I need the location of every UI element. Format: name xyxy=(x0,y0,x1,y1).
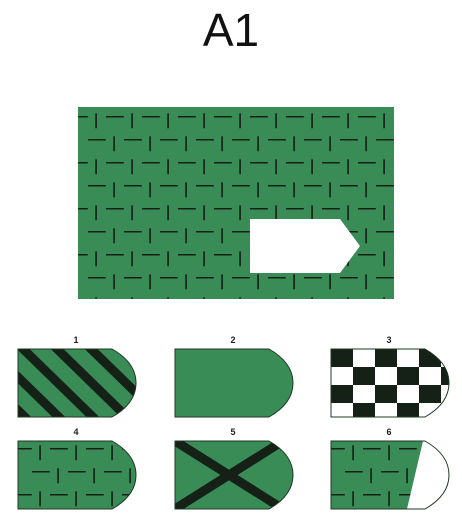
checker-cell xyxy=(397,385,419,403)
option-outline xyxy=(174,440,294,510)
option-outline xyxy=(330,348,450,418)
checker-cell xyxy=(397,349,419,367)
checker-cell xyxy=(375,403,397,417)
diagonal-stripe xyxy=(18,349,68,417)
checker-cell xyxy=(397,367,419,385)
checker-cell xyxy=(419,403,441,417)
checker-cell xyxy=(331,385,353,403)
diagonal-stripe xyxy=(82,349,136,417)
pattern-board xyxy=(78,107,394,299)
checker-cell xyxy=(441,349,449,367)
option-pattern xyxy=(331,441,449,509)
option-number-label: 2 xyxy=(230,335,235,345)
checker-cell xyxy=(441,403,449,417)
checker-cell xyxy=(353,385,375,403)
checker-cell xyxy=(331,349,353,367)
checker-cell xyxy=(353,403,375,417)
checker-cell xyxy=(353,349,375,367)
checker-cell xyxy=(397,403,419,417)
option-pattern xyxy=(175,349,293,417)
option-number-label: 4 xyxy=(73,427,78,437)
answer-option-5[interactable]: 5 xyxy=(174,427,294,510)
checker-cell xyxy=(375,349,397,367)
option-number-label: 6 xyxy=(386,427,391,437)
cross-stroke xyxy=(175,441,286,509)
option-pattern xyxy=(331,349,449,417)
checker-cell xyxy=(353,367,375,385)
option-number-label: 3 xyxy=(386,335,391,345)
option-number-label: 5 xyxy=(230,427,235,437)
checker-cell xyxy=(375,385,397,403)
checker-cell xyxy=(331,403,353,417)
option-outline xyxy=(17,440,137,510)
answer-option-3[interactable]: 3 xyxy=(330,335,462,421)
answer-option-2[interactable]: 2 xyxy=(174,335,294,418)
board-background xyxy=(78,107,394,299)
checker-cell xyxy=(441,367,449,385)
puzzle-title: A1 xyxy=(202,4,260,56)
checker-cell xyxy=(441,385,449,403)
option-outline xyxy=(174,348,294,418)
option-number-label: 1 xyxy=(73,335,78,345)
diagonal-stripe xyxy=(18,349,102,417)
answer-option-4[interactable]: 4 xyxy=(14,427,202,521)
option-pattern xyxy=(18,441,136,509)
option-outline xyxy=(17,348,137,418)
option-outline xyxy=(330,440,450,510)
option-pattern xyxy=(175,441,293,509)
checker-cell xyxy=(331,367,353,385)
white-tip xyxy=(407,441,449,509)
answer-option-6[interactable]: 6 xyxy=(327,427,462,521)
checker-cell xyxy=(419,367,441,385)
diagonal-stripe xyxy=(48,349,136,417)
checker-cell xyxy=(419,385,441,403)
checker-cell xyxy=(375,367,397,385)
missing-piece-hole xyxy=(250,219,360,273)
